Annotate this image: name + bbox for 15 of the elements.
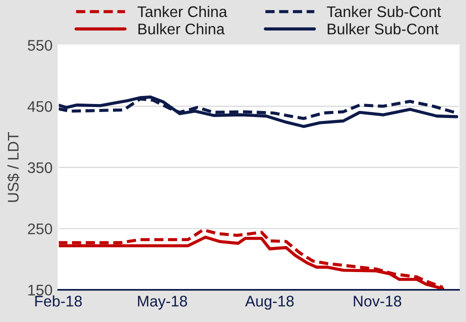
y-axis-title: US$ / LDT: [7, 132, 20, 202]
legend-label: Tanker Sub-Cont: [326, 6, 442, 18]
x-tick-label: Aug-18: [245, 296, 294, 310]
y-tick-label: 150: [28, 284, 52, 296]
line-series: [58, 96, 458, 128]
x-tick-label: May-18: [138, 296, 188, 310]
x-tick-label: Nov-18: [354, 296, 402, 307]
legend-label: Tanker China: [138, 6, 228, 18]
x-tick-label: Feb-18: [35, 295, 82, 307]
legend-label: Bulker China: [138, 23, 225, 34]
y-tick-label: 550: [28, 40, 52, 51]
y-tick-label: 350: [28, 162, 52, 174]
y-tick-label: 450: [28, 101, 52, 112]
y-tick-label: 250: [28, 223, 52, 234]
legend-label: Bulker Sub-Cont: [328, 23, 439, 34]
